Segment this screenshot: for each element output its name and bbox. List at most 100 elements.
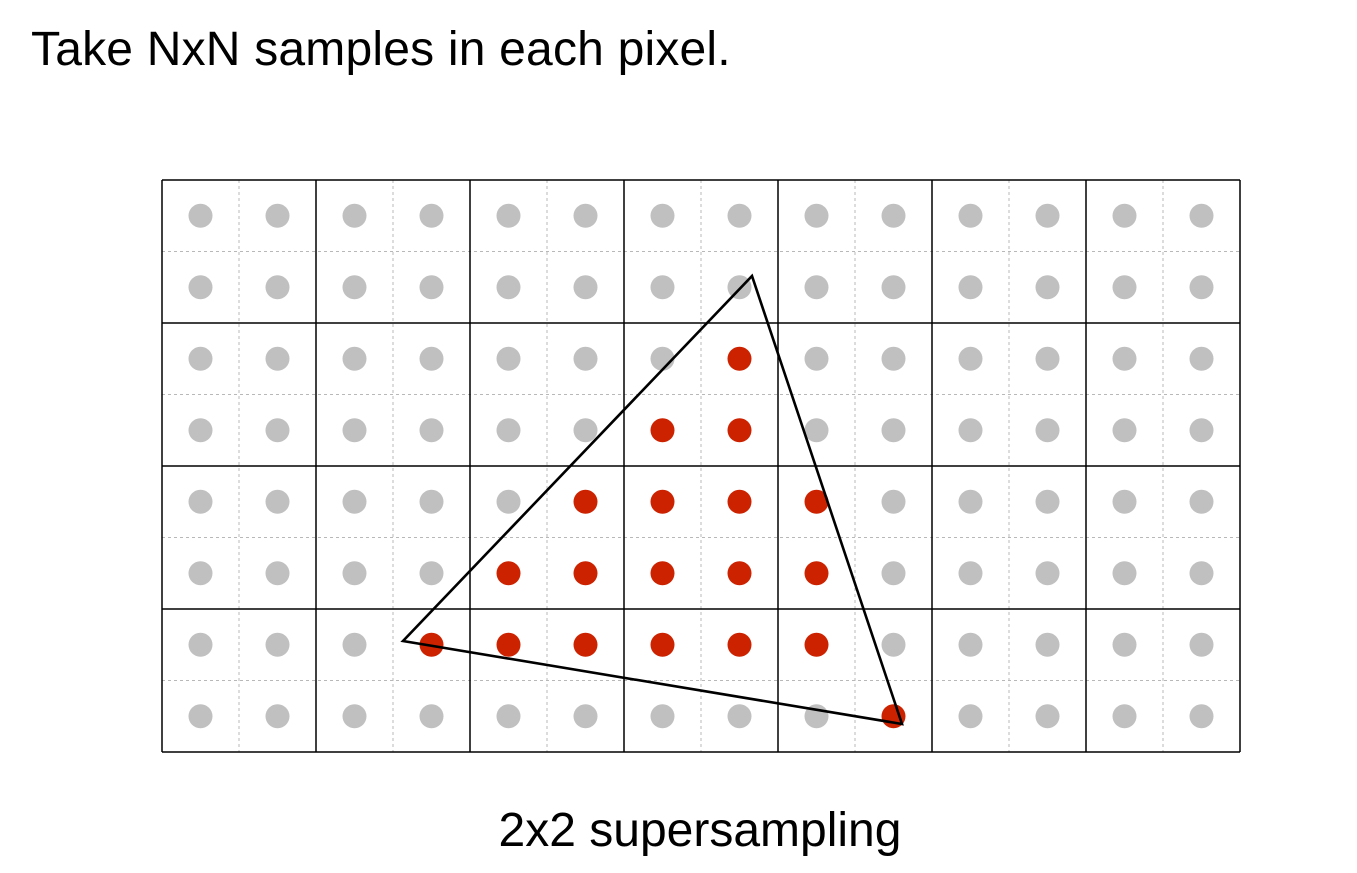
sample-point xyxy=(573,275,598,300)
sample-point xyxy=(188,561,213,586)
subpixel-grid-lines xyxy=(162,180,1240,752)
sample-point xyxy=(342,704,367,729)
sample-point xyxy=(1112,275,1137,300)
sample-point xyxy=(573,418,598,443)
sample-point xyxy=(1035,346,1060,371)
sample-point xyxy=(881,489,906,514)
sample-point xyxy=(958,632,983,657)
sample-point xyxy=(881,203,906,228)
sample-point-covered xyxy=(804,561,829,586)
sample-point xyxy=(804,275,829,300)
sample-point xyxy=(573,704,598,729)
sample-point-covered xyxy=(727,418,752,443)
sample-point xyxy=(881,561,906,586)
sample-point xyxy=(1189,704,1214,729)
sample-point xyxy=(188,704,213,729)
sample-point xyxy=(1189,275,1214,300)
sample-point-covered xyxy=(804,489,829,514)
pixel-grid-lines xyxy=(161,179,1241,753)
sample-point xyxy=(419,346,444,371)
sample-point xyxy=(1112,704,1137,729)
sample-point-covered xyxy=(804,632,829,657)
sample-point xyxy=(265,561,290,586)
sample-point-covered xyxy=(727,489,752,514)
sample-point xyxy=(342,275,367,300)
sample-point xyxy=(265,489,290,514)
sample-point-covered xyxy=(727,632,752,657)
sample-point-covered xyxy=(650,489,675,514)
sample-point xyxy=(1112,346,1137,371)
sample-point xyxy=(188,489,213,514)
sample-point xyxy=(265,346,290,371)
sample-point xyxy=(804,203,829,228)
sample-point xyxy=(419,489,444,514)
sample-point-covered xyxy=(573,489,598,514)
sample-point xyxy=(650,275,675,300)
sample-point xyxy=(419,418,444,443)
sample-point xyxy=(419,561,444,586)
sample-point xyxy=(1189,561,1214,586)
sample-point xyxy=(419,704,444,729)
sample-point xyxy=(342,489,367,514)
sample-point xyxy=(496,346,521,371)
sample-point xyxy=(1112,632,1137,657)
sample-point xyxy=(342,346,367,371)
sample-point xyxy=(727,203,752,228)
sample-point xyxy=(958,489,983,514)
sample-point xyxy=(1189,632,1214,657)
slide-heading: Take NxN samples in each pixel. xyxy=(31,23,731,76)
sample-point xyxy=(1112,203,1137,228)
sample-point-covered xyxy=(650,561,675,586)
sample-point xyxy=(804,418,829,443)
sample-point xyxy=(496,489,521,514)
sample-point xyxy=(496,275,521,300)
sample-point-covered xyxy=(496,632,521,657)
sample-point xyxy=(958,704,983,729)
sample-point xyxy=(1035,489,1060,514)
sample-point xyxy=(496,418,521,443)
sample-point xyxy=(958,346,983,371)
diagram-caption: 2x2 supersampling xyxy=(498,804,902,857)
sample-point xyxy=(958,275,983,300)
sample-point xyxy=(496,704,521,729)
sample-point xyxy=(881,632,906,657)
sample-point xyxy=(1189,418,1214,443)
sample-point xyxy=(1035,275,1060,300)
sample-point xyxy=(188,275,213,300)
sample-point xyxy=(958,203,983,228)
sample-point-covered xyxy=(650,418,675,443)
sample-point xyxy=(1189,203,1214,228)
sample-point xyxy=(1035,203,1060,228)
sample-point xyxy=(496,203,521,228)
sample-point xyxy=(1112,418,1137,443)
sample-point xyxy=(1112,561,1137,586)
sample-points xyxy=(188,203,1214,729)
sample-point xyxy=(1035,561,1060,586)
sample-point xyxy=(881,346,906,371)
sample-point xyxy=(265,275,290,300)
sample-point xyxy=(1035,704,1060,729)
sample-point xyxy=(1112,489,1137,514)
sample-point xyxy=(342,632,367,657)
sample-point xyxy=(188,418,213,443)
sample-point xyxy=(265,632,290,657)
sample-point xyxy=(573,203,598,228)
sample-point xyxy=(1189,346,1214,371)
sample-point xyxy=(419,203,444,228)
sample-point xyxy=(1189,489,1214,514)
sample-point xyxy=(342,418,367,443)
sample-point xyxy=(265,704,290,729)
sample-point-covered xyxy=(650,632,675,657)
sample-point-covered xyxy=(727,346,752,371)
sample-point xyxy=(188,346,213,371)
sample-point xyxy=(265,203,290,228)
sample-point xyxy=(881,275,906,300)
sample-point xyxy=(188,203,213,228)
sample-point-covered xyxy=(496,561,521,586)
sample-point xyxy=(958,418,983,443)
sample-point xyxy=(1035,418,1060,443)
sample-point xyxy=(727,704,752,729)
sample-point xyxy=(265,418,290,443)
sample-point xyxy=(419,275,444,300)
